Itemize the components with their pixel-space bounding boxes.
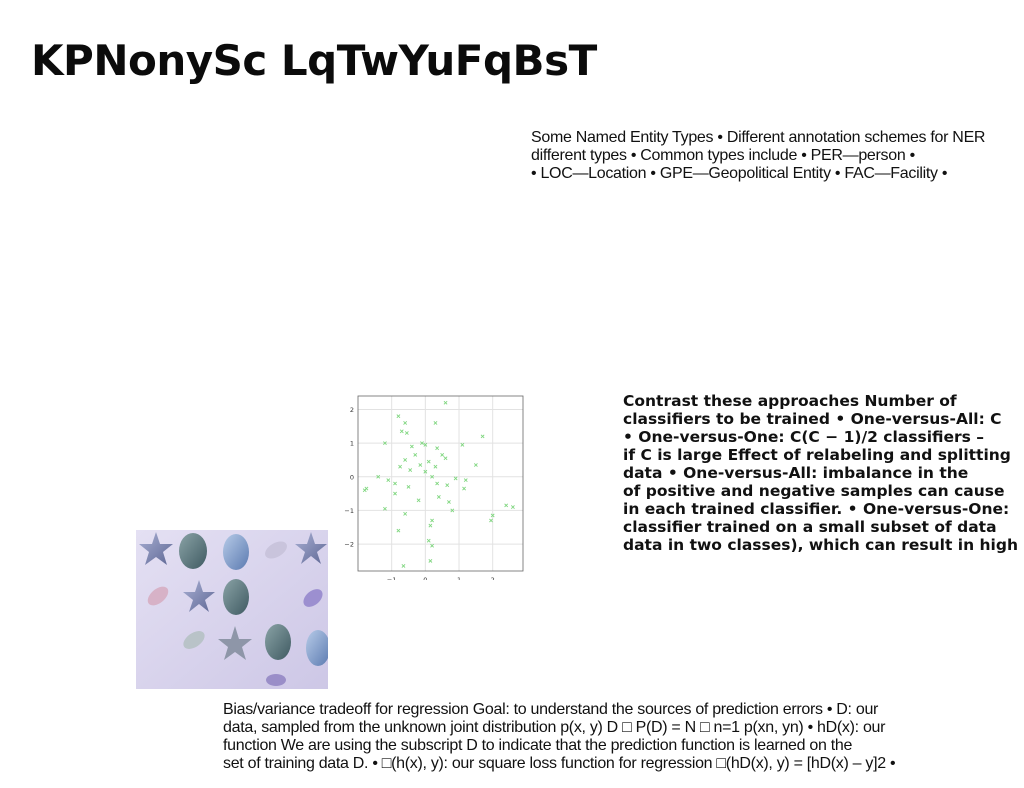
scatter-point [450, 508, 455, 513]
scatter-point [428, 558, 433, 563]
scatter-point [433, 421, 438, 425]
bias-line: Bias/variance tradeoff for regression Go… [223, 701, 879, 718]
scatter-point [423, 442, 428, 447]
scatter-point [409, 444, 414, 449]
bias-variance-text-block: Bias/variance tradeoff for regression Go… [223, 701, 896, 773]
bias-line: function We are using the subscript D to… [223, 737, 853, 754]
scatter-point [413, 452, 418, 457]
scatter-point [435, 446, 440, 451]
crystal-ornament-icon [179, 533, 328, 666]
scatter-point [440, 452, 445, 457]
scatter-point [443, 456, 448, 461]
scatter-point [418, 463, 423, 467]
x-tick-label: −1 [387, 576, 397, 580]
scatter-point [445, 483, 450, 488]
scatter-point [398, 464, 403, 469]
scatter-point [453, 476, 458, 481]
x-tick-label: 0 [423, 576, 427, 580]
ornaments-photo [136, 530, 328, 689]
contrast-text-block: Contrast these approaches Number of clas… [623, 392, 1024, 554]
scatter-point [396, 528, 401, 533]
scatter-point [403, 421, 408, 425]
scatter-point [430, 518, 434, 523]
scatter-point [428, 523, 433, 528]
contrast-line: • One-versus-One: C(C − 1)/2 classifiers… [623, 428, 985, 446]
scatter-point [383, 506, 387, 511]
scatter-point [510, 505, 515, 509]
scatter-point [401, 564, 406, 568]
y-tick-label: 2 [350, 406, 354, 414]
bias-line: set of training data D. • □(h(x), y): ou… [223, 755, 896, 772]
y-tick-label: −2 [344, 541, 354, 549]
scatter-point [404, 431, 409, 435]
scatter-point [463, 478, 468, 483]
scatter-point [420, 441, 424, 446]
contrast-line: classifier trained on a small subset of … [623, 518, 997, 536]
scatter-plot: −1 0 1 2 2 1 0 −1 −2 [344, 395, 524, 580]
scatter-point [490, 513, 495, 518]
scatter-point [430, 474, 434, 479]
scatter-point [504, 503, 509, 508]
scatter-point [443, 400, 448, 405]
scatter-point [406, 484, 411, 489]
contrast-line: in each trained classifier. • One-versus… [623, 500, 1010, 518]
scatter-point [403, 458, 408, 462]
scatter-point [435, 481, 440, 486]
scatter-point [426, 538, 431, 543]
ornaments-image [136, 530, 328, 689]
x-tick-label: 1 [457, 576, 461, 580]
scatter-point [383, 441, 387, 446]
bias-line: data, sampled from the unknown joint dis… [223, 719, 886, 736]
scatter-point [396, 414, 401, 419]
scatter-point [362, 488, 367, 493]
y-tick-label: −1 [344, 507, 354, 515]
scatter-point [393, 491, 397, 496]
y-tick-label: 1 [350, 440, 354, 448]
ner-line: Some Named Entity Types • Different anno… [531, 129, 986, 146]
scatter-point [473, 463, 478, 467]
ner-line: • LOC—Location • GPE—Geopolitical Entity… [531, 165, 948, 182]
scatter-point [408, 468, 413, 472]
candy-ornament-icon [147, 541, 323, 686]
scatter-point [416, 498, 421, 503]
scatter-point [433, 464, 438, 469]
scatter-point [489, 518, 493, 523]
x-tick-label: 2 [491, 576, 495, 580]
contrast-line: classifiers to be trained • One-versus-A… [623, 410, 1002, 428]
scatter-point [460, 442, 465, 447]
scatter-point [376, 474, 381, 479]
contrast-line: if C is large Effect of relabeling and s… [623, 446, 1011, 464]
star-ornament-icon [139, 532, 327, 660]
scatter-point [386, 478, 391, 483]
scatter-point [426, 459, 431, 464]
contrast-line: Contrast these approaches Number of [623, 392, 957, 410]
scatter-point [403, 511, 408, 516]
contrast-line: of positive and negative samples can cau… [623, 482, 1005, 500]
scatter-point [462, 486, 466, 491]
scatter-point [393, 481, 397, 486]
y-tick-label: 0 [350, 473, 354, 481]
scatter-point [423, 469, 428, 474]
scatter-point [447, 500, 451, 504]
scatter-point [436, 495, 441, 499]
plot-frame [357, 395, 524, 572]
contrast-line: data in two classes), which can result i… [623, 536, 1018, 554]
ner-text-block: Some Named Entity Types • Different anno… [531, 129, 986, 183]
slide-title: KPNonySc LqTwYuFqBsT [31, 36, 597, 85]
ner-line: different types • Common types include •… [531, 147, 915, 164]
scatter-point [430, 543, 434, 548]
contrast-line: data • One-versus-All: imbalance in the [623, 464, 969, 482]
scatter-point [480, 434, 485, 439]
scatter-point [399, 429, 404, 434]
